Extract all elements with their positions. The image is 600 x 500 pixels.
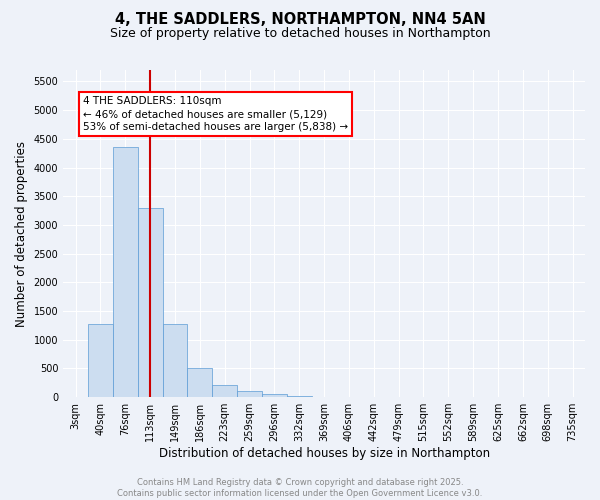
Bar: [187, 368, 212, 397]
Bar: [237, 392, 262, 397]
Bar: [88, 324, 113, 397]
Text: Contains HM Land Registry data © Crown copyright and database right 2025.
Contai: Contains HM Land Registry data © Crown c…: [118, 478, 482, 498]
Bar: [163, 324, 187, 397]
Bar: [113, 148, 138, 397]
Text: 4 THE SADDLERS: 110sqm
← 46% of detached houses are smaller (5,129)
53% of semi-: 4 THE SADDLERS: 110sqm ← 46% of detached…: [83, 96, 348, 132]
Bar: [138, 208, 163, 397]
X-axis label: Distribution of detached houses by size in Northampton: Distribution of detached houses by size …: [158, 447, 490, 460]
Bar: [287, 396, 311, 397]
Text: Size of property relative to detached houses in Northampton: Size of property relative to detached ho…: [110, 28, 490, 40]
Bar: [262, 394, 287, 397]
Bar: [212, 385, 237, 397]
Text: 4, THE SADDLERS, NORTHAMPTON, NN4 5AN: 4, THE SADDLERS, NORTHAMPTON, NN4 5AN: [115, 12, 485, 28]
Y-axis label: Number of detached properties: Number of detached properties: [15, 140, 28, 326]
